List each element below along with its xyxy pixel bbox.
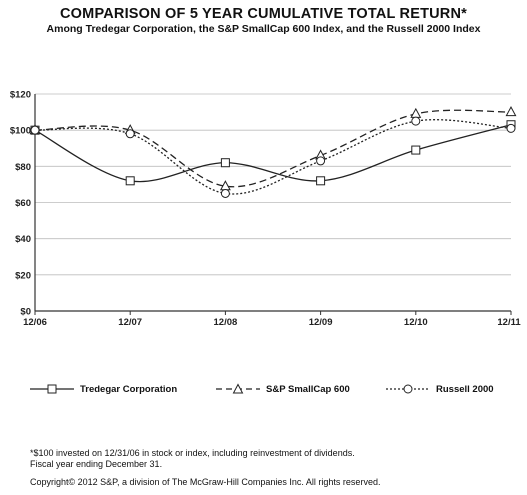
footnote-line-1: *$100 invested on 12/31/06 in stock or i…: [30, 448, 355, 458]
chart-title: COMPARISON OF 5 YEAR CUMULATIVE TOTAL RE…: [60, 6, 467, 22]
series-line-sp600: [34, 109, 512, 188]
series-line-tredegar: [34, 124, 512, 183]
data-point-tredegar: [316, 176, 326, 186]
chart-legend: Tredegar Corporation S&P SmallCap 600 Ru…: [0, 383, 527, 405]
legend-item-tredegar: Tredegar Corporation: [30, 383, 177, 395]
legend-item-russell: Russell 2000: [386, 383, 494, 395]
legend-label-sp600: S&P SmallCap 600: [266, 383, 350, 395]
series-line-russell: [34, 119, 512, 195]
y-tick-label: $80: [15, 162, 31, 173]
y-tick-label: $120: [10, 90, 31, 101]
x-tick-label: 12/06: [23, 317, 47, 328]
legend-swatch-russell: [386, 384, 430, 394]
copyright-text: Copyright© 2012 S&P, a division of The M…: [30, 477, 381, 487]
y-tick-label: $20: [15, 270, 31, 281]
y-tick-label: $0: [20, 307, 31, 318]
data-point-russell: [506, 123, 516, 133]
data-point-russell: [316, 156, 326, 166]
footnote-line-2: Fiscal year ending December 31.: [30, 459, 163, 469]
line-chart: $0 $20 $40 $60 $80 $100 $120 12/06 12/07 12/08 12/…: [10, 90, 521, 329]
data-point-sp600: [410, 107, 422, 118]
data-point-russell: [30, 125, 40, 135]
data-point-russell: [220, 188, 230, 198]
legend-swatch-tredegar: [30, 384, 74, 394]
legend-item-sp600: S&P SmallCap 600: [216, 383, 350, 395]
x-tick-label: 12/07: [118, 317, 142, 328]
data-point-tredegar: [411, 145, 421, 155]
legend-swatch-sp600: [216, 383, 260, 394]
chart-subtitle: Among Tredegar Corporation, the S&P Smal…: [46, 23, 481, 35]
legend-label-tredegar: Tredegar Corporation: [80, 383, 178, 395]
data-point-tredegar: [220, 158, 230, 168]
data-point-sp600: [505, 106, 517, 117]
footnote: *$100 invested on 12/31/06 in stock or i…: [30, 448, 355, 470]
x-tick-label: 12/08: [214, 317, 238, 328]
data-point-tredegar: [125, 176, 135, 186]
legend-label-russell: Russell 2000: [436, 383, 494, 395]
x-tick-label: 12/11: [497, 317, 521, 328]
y-tick-label: $40: [15, 234, 31, 245]
x-tick-label: 12/09: [309, 317, 333, 328]
x-tick-label: 12/10: [404, 317, 428, 328]
y-tick-label: $100: [10, 126, 31, 137]
data-point-russell: [411, 116, 421, 126]
y-tick-label: $60: [15, 198, 31, 209]
data-point-russell: [125, 129, 135, 139]
